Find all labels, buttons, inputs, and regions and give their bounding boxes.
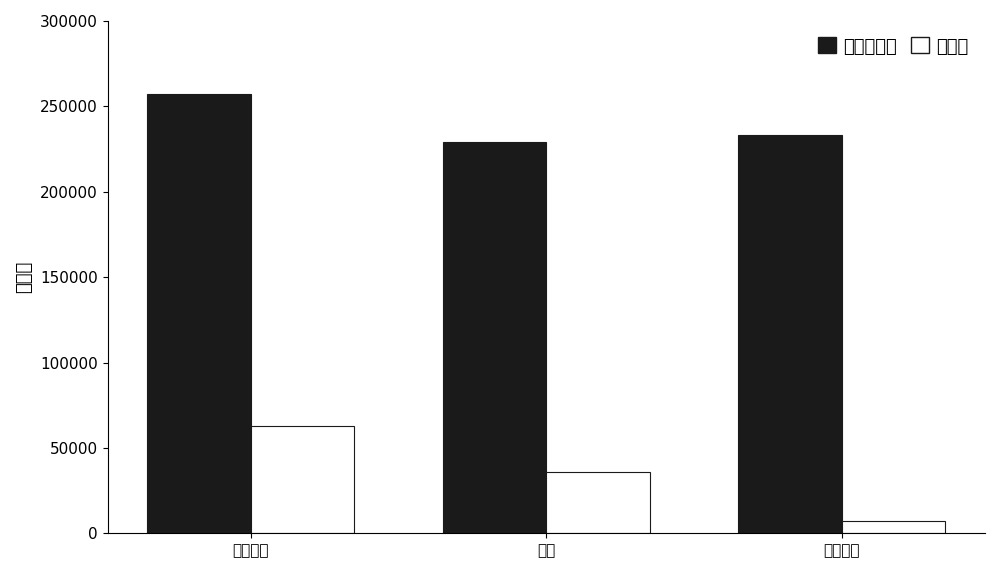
Bar bbox=[443, 142, 546, 533]
Bar bbox=[147, 95, 251, 533]
Bar bbox=[842, 521, 945, 533]
Y-axis label: 峰面积: 峰面积 bbox=[15, 261, 33, 293]
Bar bbox=[738, 135, 842, 533]
Bar bbox=[546, 472, 650, 533]
Bar bbox=[251, 426, 354, 533]
Legend: 二甲苯鸝香, 芝麻酥: 二甲苯鸝香, 芝麻酥 bbox=[811, 30, 976, 62]
